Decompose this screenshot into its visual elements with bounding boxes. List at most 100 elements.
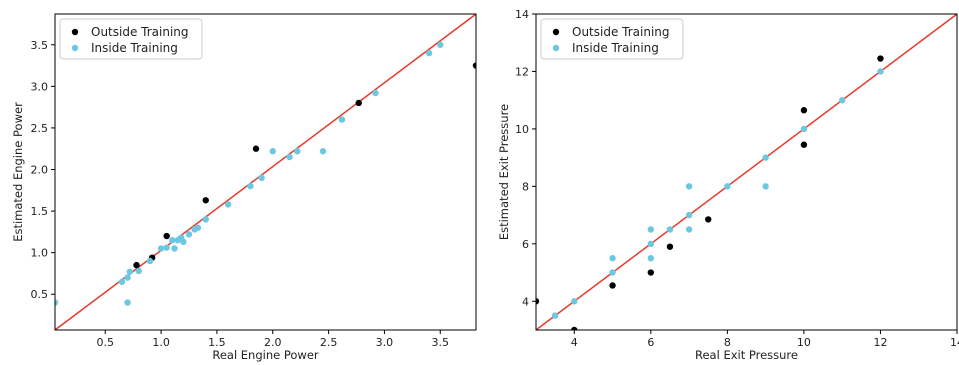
left-series-outside-training (133, 62, 476, 269)
right-legend-label-1: Inside Training (572, 41, 659, 55)
left-series-inside-training (55, 41, 444, 306)
left-point-inside-6 (146, 257, 154, 265)
right-point-inside-14 (800, 125, 808, 133)
right-point-outside-4 (666, 243, 674, 250)
right-point-inside-15 (838, 96, 846, 104)
right-point-outside-8 (877, 55, 884, 62)
left-point-inside-17 (202, 216, 209, 223)
left-point-outside-5 (355, 99, 362, 107)
left-point-inside-7 (157, 245, 165, 252)
left-legend-label-0: Outside Training (91, 25, 189, 39)
left-point-inside-2 (124, 274, 131, 281)
right-point-inside-7 (666, 226, 674, 233)
right-series-inside-training (551, 68, 884, 319)
right-x-tick-label-3: 10 (797, 336, 811, 349)
left-y-tick-label-1: 1.0 (31, 247, 49, 260)
left-y-tick-label-4: 2.5 (31, 122, 49, 135)
right-point-outside-0 (536, 298, 540, 305)
left-legend-box (59, 18, 203, 60)
right-legend-box (540, 18, 684, 60)
right-x-axis-label: Real Exit Pressure (695, 348, 798, 362)
left-legend-marker-1 (71, 44, 79, 52)
left-point-inside-25 (338, 116, 346, 123)
left-y-tick-label-2: 1.5 (31, 205, 49, 218)
right-y-tick-label-2: 8 (522, 180, 529, 193)
left-point-inside-8 (163, 244, 170, 251)
right-point-inside-12 (762, 183, 769, 190)
right-point-outside-3 (647, 269, 655, 276)
right-legend: Outside Training Inside Training (540, 18, 684, 60)
left-legend-marker-0 (71, 28, 79, 36)
right-point-outside-2 (609, 282, 616, 289)
right-point-inside-4 (647, 254, 655, 262)
left-point-inside-18 (224, 201, 232, 208)
left-y-axis-label: Estimated Engine Power (11, 102, 25, 242)
left-point-inside-5 (135, 267, 142, 275)
left-point-inside-28 (437, 41, 444, 48)
right-point-outside-5 (705, 216, 712, 223)
left-axes-frame (54, 13, 477, 331)
left-point-inside-16 (194, 224, 202, 231)
right-point-outside-6 (800, 141, 808, 148)
left-point-inside-23 (294, 148, 301, 155)
left-point-inside-19 (247, 182, 254, 190)
left-y-tick-label-6: 3.5 (31, 39, 49, 52)
left-legend-label-1: Inside Training (91, 41, 178, 55)
left-point-outside-0 (133, 261, 140, 269)
left-point-inside-22 (286, 153, 293, 161)
right-point-inside-6 (647, 226, 655, 233)
left-point-inside-24 (319, 148, 327, 155)
right-legend-marker-1 (552, 44, 560, 52)
left-point-outside-3 (202, 197, 209, 204)
right-y-tick-label-3: 10 (515, 123, 529, 136)
right-x-tick-label-2: 8 (724, 336, 731, 349)
left-y-tick-label-5: 3.0 (31, 80, 49, 93)
left-point-inside-26 (372, 89, 379, 97)
left-y-tick-label-0: 0.5 (31, 288, 49, 301)
right-point-inside-0 (551, 312, 559, 319)
left-point-inside-14 (185, 231, 193, 238)
left-point-inside-27 (425, 49, 433, 57)
left-point-inside-10 (171, 245, 178, 252)
right-y-tick-label-5: 14 (515, 8, 529, 21)
left-point-outside-6 (472, 62, 476, 69)
left-x-tick-label-1: 1.0 (152, 336, 170, 349)
right-x-tick-label-5: 14 (950, 336, 959, 349)
left-legend: Outside Training Inside Training (59, 18, 203, 60)
right-point-inside-10 (685, 183, 693, 190)
right-point-inside-11 (724, 183, 731, 190)
right-point-inside-5 (647, 240, 655, 248)
right-point-inside-3 (609, 254, 616, 262)
left-point-inside-21 (269, 148, 276, 155)
right-x-tick-label-0: 4 (571, 336, 578, 349)
right-point-inside-9 (685, 211, 693, 219)
left-point-inside-13 (180, 238, 187, 246)
right-x-tick-label-4: 12 (873, 336, 887, 349)
right-point-outside-7 (800, 107, 808, 114)
left-plot: 0.5 1.0 1.5 2.0 2.5 3.0 3.5 0.5 1.0 1.5 2.0 2.5 3.0 3… (11, 13, 477, 362)
left-point-inside-20 (258, 174, 265, 182)
left-x-axis-label: Real Engine Power (212, 348, 319, 362)
left-y-tick-label-3: 2.0 (31, 164, 49, 177)
left-point-inside-1 (118, 278, 126, 285)
right-series-outside-training (536, 55, 884, 330)
left-x-tick-label-5: 3.0 (376, 336, 394, 349)
right-point-inside-2 (609, 269, 616, 276)
right-point-outside-1 (571, 326, 578, 330)
left-point-inside-0 (55, 299, 59, 306)
right-point-inside-1 (571, 298, 578, 305)
left-point-inside-3 (126, 268, 134, 275)
right-point-inside-16 (877, 68, 884, 75)
right-point-inside-13 (762, 154, 769, 161)
right-axes-frame (535, 13, 958, 331)
right-plot: 4 6 8 10 12 14 4 6 8 10 12 14 Real Exit Pressure Esti… (497, 8, 959, 362)
right-y-tick-label-0: 4 (522, 295, 529, 308)
right-x-tick-label-1: 6 (647, 336, 654, 349)
left-x-tick-label-4: 2.5 (320, 336, 338, 349)
right-y-axis-label: Estimated Exit Pressure (497, 104, 511, 240)
left-point-outside-2 (163, 232, 170, 240)
right-y-tick-label-4: 12 (515, 65, 529, 78)
right-y-tick-label-1: 6 (522, 238, 529, 251)
left-point-inside-9 (169, 236, 176, 244)
